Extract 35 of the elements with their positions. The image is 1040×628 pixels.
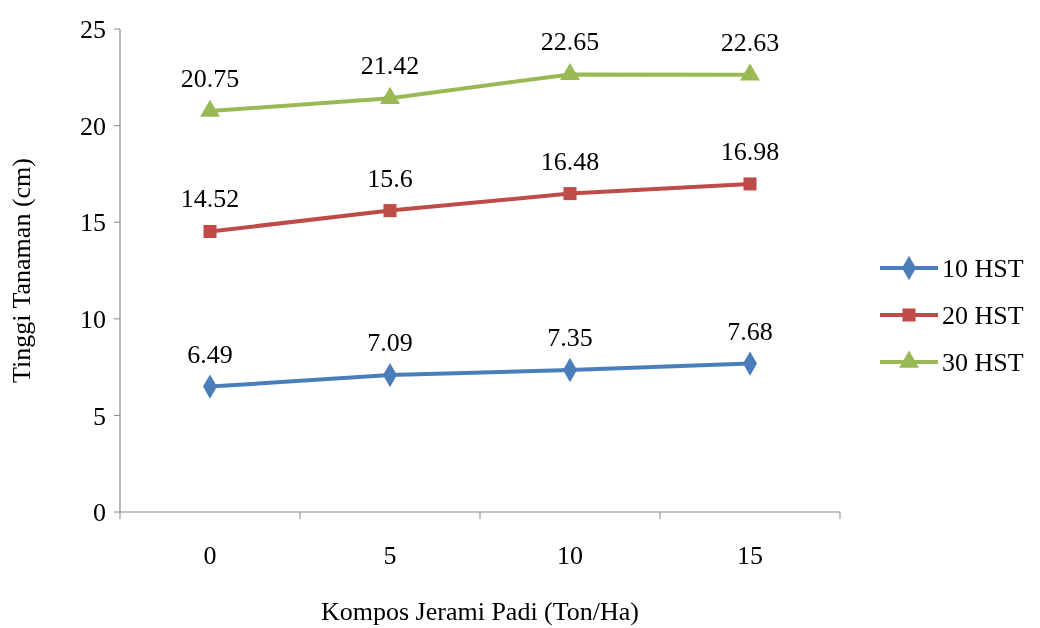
point — [203, 224, 217, 238]
x-tick-label: 0 — [203, 541, 217, 570]
x-tick-label: 10 — [557, 541, 583, 570]
y-tick-label: 5 — [93, 401, 106, 431]
x-tick-label: 5 — [383, 541, 397, 570]
data-label: 16.98 — [720, 136, 780, 166]
legend-label: 10 HST — [942, 254, 1024, 284]
y-axis-title: Tinggi Tanaman (cm) — [7, 158, 36, 383]
data-label: 16.48 — [540, 146, 600, 176]
legend-label: 20 HST — [942, 301, 1024, 331]
data-label: 22.65 — [540, 27, 600, 57]
data-label: 7.09 — [367, 328, 413, 358]
point — [563, 187, 577, 201]
point — [743, 177, 757, 191]
point — [740, 63, 760, 81]
data-label: 7.35 — [547, 323, 593, 352]
point — [380, 86, 400, 104]
legend-label: 30 HST — [942, 348, 1024, 378]
x-axis-title: Kompos Jerami Padi (Ton/Ha) — [320, 597, 640, 626]
point — [383, 204, 397, 218]
y-tick-label: 20 — [80, 111, 106, 141]
y-tick-label: 25 — [80, 15, 106, 45]
data-label: 22.63 — [720, 27, 780, 57]
point — [560, 62, 580, 81]
data-label: 6.49 — [187, 339, 233, 369]
data-label: 20.75 — [180, 64, 240, 94]
point — [200, 99, 220, 117]
data-label: 21.42 — [360, 51, 420, 81]
y-tick-label: 10 — [80, 304, 106, 334]
x-tick-label: 15 — [737, 541, 763, 570]
data-label: 7.68 — [727, 316, 773, 346]
y-tick-label: 0 — [93, 498, 106, 528]
data-label: 14.52 — [180, 184, 240, 214]
y-tick-label: 15 — [80, 208, 106, 238]
data-label: 15.6 — [367, 163, 413, 193]
